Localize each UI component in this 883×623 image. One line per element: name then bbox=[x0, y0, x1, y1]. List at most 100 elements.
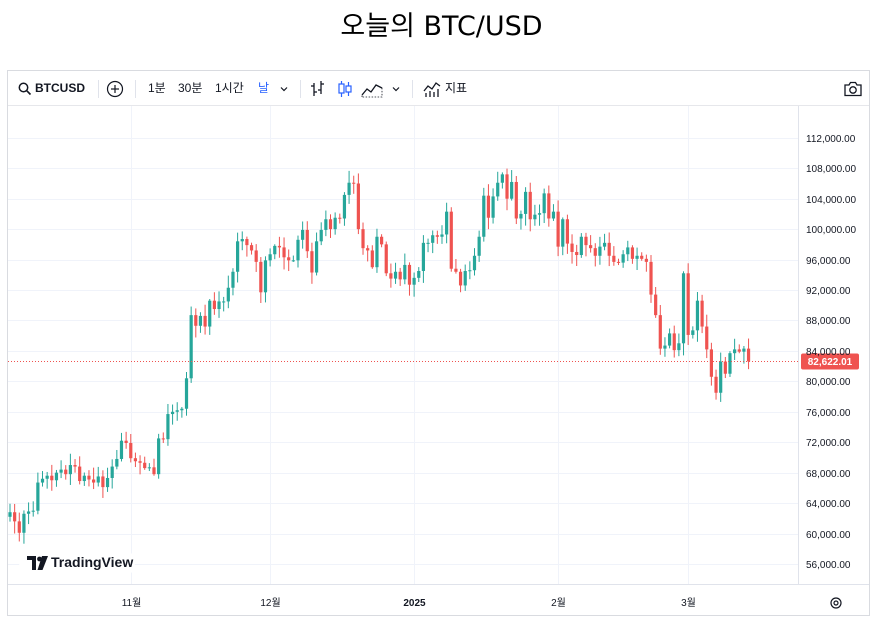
candle-body bbox=[389, 273, 393, 279]
interval-1d[interactable]: 날 bbox=[258, 81, 270, 95]
candle-body bbox=[161, 438, 165, 440]
candle bbox=[240, 231, 244, 251]
candle-body bbox=[612, 255, 616, 262]
candle bbox=[384, 241, 388, 277]
candle bbox=[189, 306, 193, 383]
candle bbox=[59, 460, 63, 479]
symbol-label: BTCUSD bbox=[35, 81, 85, 95]
interval-1h[interactable]: 1시간 bbox=[215, 81, 244, 95]
candle-body bbox=[59, 469, 63, 473]
candle bbox=[208, 299, 212, 335]
candle bbox=[380, 234, 384, 248]
candle-body bbox=[68, 465, 72, 475]
candle-body bbox=[500, 174, 504, 183]
candle-body bbox=[282, 247, 286, 258]
candle bbox=[282, 237, 286, 270]
candle-body bbox=[101, 476, 105, 488]
candle-body bbox=[440, 234, 444, 237]
candle-body bbox=[435, 235, 439, 237]
candle bbox=[328, 214, 333, 238]
interval-dropdown[interactable] bbox=[279, 71, 291, 106]
candle-body bbox=[129, 442, 133, 459]
candle bbox=[463, 264, 467, 291]
candle bbox=[686, 263, 690, 345]
chart-axes: 112,000.00 108,000.00 104,000.00 100,000.00… bbox=[8, 106, 869, 609]
candle-body bbox=[370, 250, 374, 268]
search-icon bbox=[18, 82, 32, 96]
candle-body bbox=[50, 475, 54, 481]
candle bbox=[324, 210, 328, 237]
candle-body bbox=[523, 191, 528, 214]
compare-symbol-button[interactable] bbox=[106, 71, 126, 106]
chart-type-dropdown[interactable] bbox=[391, 71, 403, 106]
y-tick-label: 60,000.00 bbox=[806, 530, 851, 541]
candle-body bbox=[170, 411, 175, 415]
candle bbox=[305, 221, 309, 258]
candle bbox=[226, 275, 230, 309]
candle bbox=[175, 402, 179, 421]
candle-body bbox=[431, 235, 435, 243]
candle-body bbox=[654, 294, 658, 316]
gear-icon[interactable] bbox=[830, 597, 842, 609]
candle-body bbox=[579, 236, 583, 256]
candle-body bbox=[537, 213, 542, 215]
candle bbox=[575, 244, 579, 266]
candle-body bbox=[166, 414, 170, 440]
candle bbox=[547, 185, 551, 227]
candle-body bbox=[737, 349, 741, 352]
candle bbox=[449, 207, 453, 272]
candle-body bbox=[152, 467, 156, 475]
candle bbox=[510, 170, 514, 201]
candle bbox=[616, 258, 621, 266]
symbol-search[interactable]: BTCUSD bbox=[18, 71, 88, 106]
candle bbox=[705, 314, 709, 359]
indicators-button[interactable]: 지표 bbox=[423, 71, 478, 106]
price-chart[interactable]: 82,622.01 112,000.00 108,000.00 104,000.00… bbox=[8, 106, 869, 615]
candle bbox=[231, 268, 235, 296]
candle bbox=[714, 369, 718, 400]
candle bbox=[589, 235, 593, 253]
candle bbox=[491, 188, 495, 224]
candle-body bbox=[691, 330, 695, 335]
candle-body bbox=[301, 229, 305, 240]
interval-30m[interactable]: 30분 bbox=[178, 81, 203, 95]
candle bbox=[570, 234, 574, 264]
candle-body bbox=[681, 273, 686, 344]
candle bbox=[375, 228, 379, 273]
snapshot-button[interactable] bbox=[843, 71, 863, 106]
candle-body bbox=[616, 261, 621, 263]
candle bbox=[486, 184, 491, 230]
candle-body bbox=[268, 254, 272, 261]
candle-body bbox=[119, 440, 124, 459]
candle-body bbox=[746, 348, 751, 362]
candle bbox=[640, 252, 644, 261]
candle bbox=[356, 173, 360, 235]
candle bbox=[366, 245, 370, 262]
candle bbox=[217, 291, 221, 318]
y-tick-label: 88,000.00 bbox=[806, 316, 851, 327]
candle bbox=[528, 182, 532, 232]
candle bbox=[198, 312, 203, 333]
candle-body bbox=[565, 219, 569, 244]
candle bbox=[119, 432, 124, 462]
candle-body bbox=[310, 251, 314, 273]
tradingview-logo-icon bbox=[27, 556, 48, 570]
candle bbox=[584, 232, 588, 257]
bar-chart-type-button[interactable] bbox=[310, 71, 328, 106]
candle bbox=[203, 304, 207, 335]
tradingview-logo[interactable]: TradingView bbox=[19, 548, 135, 578]
candle-body bbox=[254, 250, 258, 262]
candlestick-chart-type-button[interactable] bbox=[337, 71, 355, 106]
candle bbox=[440, 225, 444, 244]
candle bbox=[635, 247, 639, 270]
candle-body bbox=[222, 301, 226, 303]
candle bbox=[389, 263, 393, 288]
candle-body bbox=[87, 475, 91, 480]
area-chart-type-button[interactable] bbox=[361, 71, 383, 106]
candle-body bbox=[723, 361, 727, 374]
candlestick-icon bbox=[338, 81, 352, 97]
x-tick-label: 2025 bbox=[403, 598, 426, 609]
candle bbox=[630, 245, 635, 264]
area-chart-icon bbox=[361, 84, 383, 98]
interval-1m[interactable]: 1분 bbox=[148, 81, 166, 95]
